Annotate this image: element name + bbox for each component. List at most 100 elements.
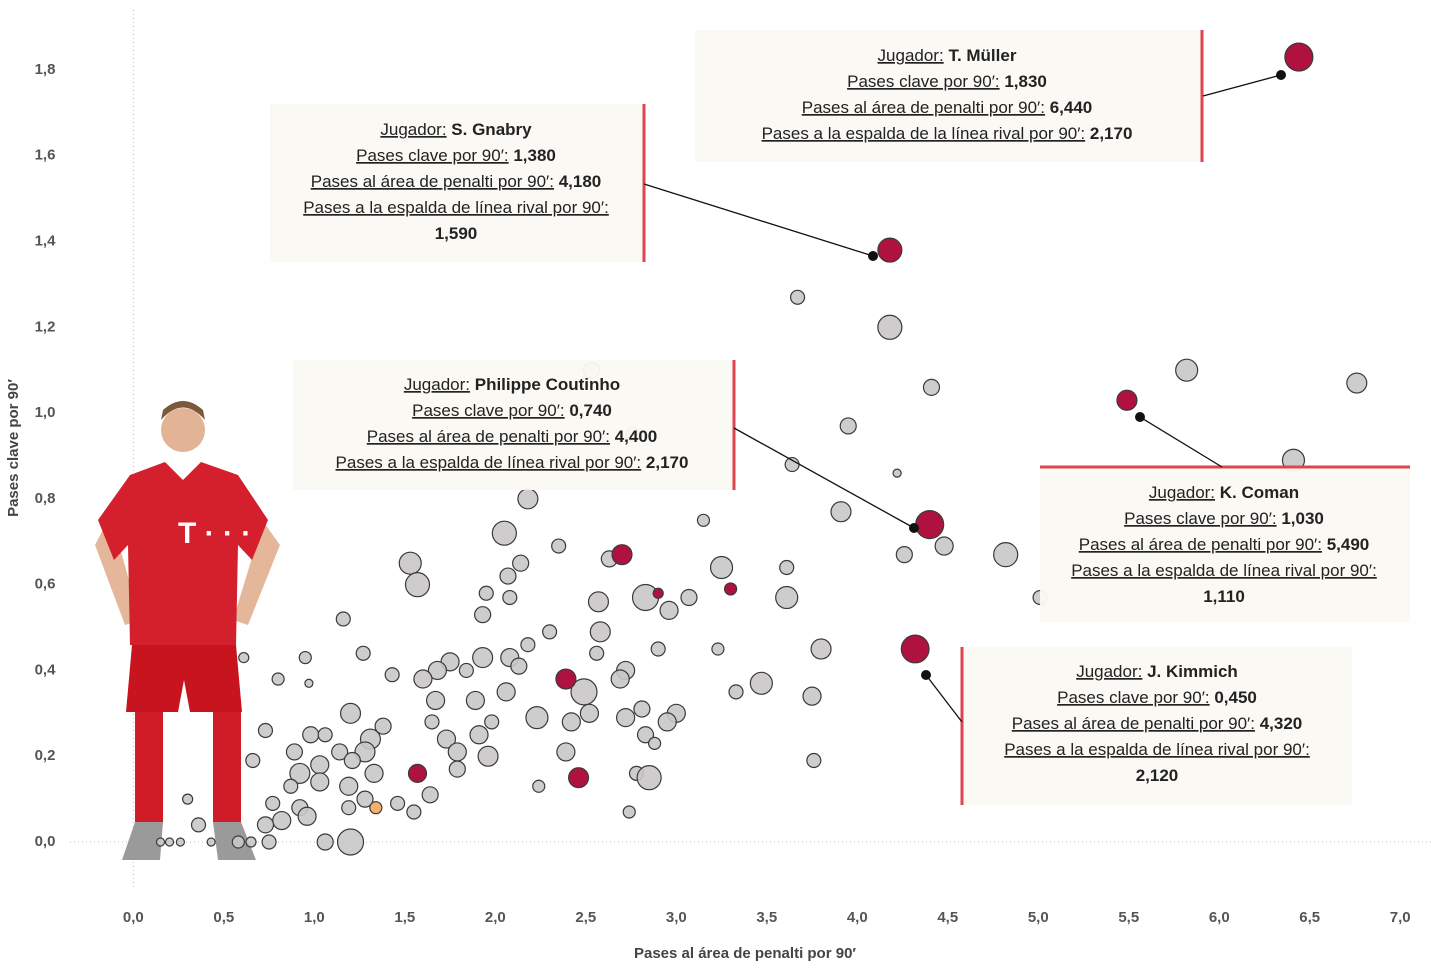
bubble: [465, 690, 486, 711]
bubble: [427, 660, 448, 681]
bubble: [384, 667, 400, 683]
bubble: [316, 833, 334, 851]
annotation-line: Pases al área de penalti por 90′: 4,400: [367, 427, 658, 446]
bubble: [478, 585, 494, 601]
bubble: [206, 837, 216, 847]
bubble: [436, 729, 457, 749]
y-tick-label: 0,6: [35, 576, 56, 593]
bubble: [245, 836, 257, 848]
leader-dot: [868, 251, 878, 261]
bubble: [472, 647, 494, 669]
bubble: [555, 668, 577, 690]
bubble: [517, 488, 539, 510]
annotation-key: Jugador:: [878, 46, 944, 65]
annotation-value: 2,170: [646, 453, 689, 472]
x-tick-label: 2,0: [485, 909, 506, 926]
annotation-value: 6,440: [1050, 98, 1093, 117]
annotation-value: J. Kimmich: [1147, 662, 1238, 681]
bubble: [779, 559, 795, 576]
x-tick-label: 1,5: [394, 909, 415, 926]
annotations: Jugador: T. Müller Pases clave por 90′: 1…: [270, 30, 1410, 805]
annotation-key: Pases clave por 90′:: [412, 401, 565, 420]
sock: [135, 712, 163, 822]
x-tick-label: 2,5: [575, 909, 596, 926]
logo: T · · ·: [178, 517, 251, 550]
bubble: [283, 778, 299, 794]
bubble: [341, 800, 357, 816]
annotation-line: Pases al área de penalti por 90′: 4,320: [1012, 714, 1303, 733]
bubble: [496, 682, 516, 702]
annotation-line: 1,590: [435, 224, 478, 243]
bubble: [421, 786, 439, 804]
leader-line: [643, 183, 874, 257]
bubble: [390, 795, 406, 811]
bubble: [633, 700, 651, 718]
bubble: [723, 582, 738, 596]
bubble: [611, 544, 633, 566]
bubble: [512, 554, 530, 572]
annotation-key: Jugador:: [1076, 662, 1142, 681]
bubble: [447, 742, 467, 762]
bubble: [271, 672, 285, 686]
bubble: [1284, 42, 1314, 72]
bubble: [458, 662, 474, 679]
bubble: [749, 671, 773, 695]
annotation-key: Jugador:: [404, 375, 470, 394]
annotation-key: Pases al área de penalti por 90′:: [802, 98, 1045, 117]
bubble: [474, 606, 492, 624]
bubble: [302, 726, 320, 744]
annotation-box: [270, 104, 644, 262]
bubble: [499, 567, 517, 585]
bubble: [424, 714, 440, 730]
bubble: [245, 752, 261, 769]
annotation-key: Pases a la espalda de línea rival por 90…: [336, 453, 642, 472]
annotation-key: Jugador:: [1149, 483, 1215, 502]
bubble: [934, 536, 954, 556]
boot: [122, 822, 163, 860]
annotation-value: 1,830: [1004, 72, 1047, 91]
bubble: [1116, 389, 1138, 411]
annotation-line: Pases al área de penalti por 90′: 5,490: [1079, 535, 1370, 554]
bubble: [310, 772, 330, 792]
bubble: [570, 678, 598, 706]
annotation-value: 4,320: [1260, 714, 1303, 733]
annotation-key: Pases a la espalda de la línea rival por…: [762, 124, 1086, 143]
x-tick-label: 3,5: [756, 909, 777, 926]
bubble: [892, 468, 902, 478]
x-tick-label: 0,0: [123, 909, 144, 926]
bubble: [810, 638, 832, 660]
annotation-line: Pases a la espalda de línea rival por 90…: [336, 453, 689, 472]
bubble: [922, 378, 941, 396]
annotation-key: Pases al área de penalti por 90′:: [1012, 714, 1255, 733]
bubble: [696, 513, 711, 527]
annotation-value: 2,120: [1136, 766, 1179, 785]
annotation-value: S. Gnabry: [451, 120, 532, 139]
annotation-value: 1,030: [1281, 509, 1324, 528]
annotation-box: [1040, 467, 1410, 622]
annotation-value: 5,490: [1327, 535, 1370, 554]
bubble: [915, 510, 945, 540]
annotation-box: [293, 360, 734, 490]
bubble: [711, 642, 725, 656]
bubble: [155, 837, 166, 847]
y-tick-label: 1,6: [35, 147, 56, 164]
x-tick-label: 5,5: [1118, 909, 1139, 926]
annotation-key: Pases al área de penalti por 90′:: [367, 427, 610, 446]
bubble: [587, 591, 610, 613]
annotation-box: [962, 647, 1352, 805]
bubble: [709, 555, 734, 580]
bubble: [636, 726, 655, 744]
bubble: [406, 804, 422, 820]
bubble: [589, 645, 605, 661]
leader-line: [1202, 74, 1282, 97]
annotation-value: T. Müller: [948, 46, 1016, 65]
bubble: [404, 572, 431, 598]
bubble: [610, 669, 630, 689]
bubble: [510, 657, 528, 675]
annotation-key: Pases a la espalda de línea rival por 90…: [1071, 561, 1377, 580]
x-tick-label: 1,0: [304, 909, 325, 926]
annotation-key: Pases clave por 90′:: [847, 72, 1000, 91]
annotation-line: Pases al área de penalti por 90′: 4,180: [311, 172, 602, 191]
annotation-line: Pases clave por 90′: 0,450: [1057, 688, 1257, 707]
bubble: [261, 834, 277, 850]
